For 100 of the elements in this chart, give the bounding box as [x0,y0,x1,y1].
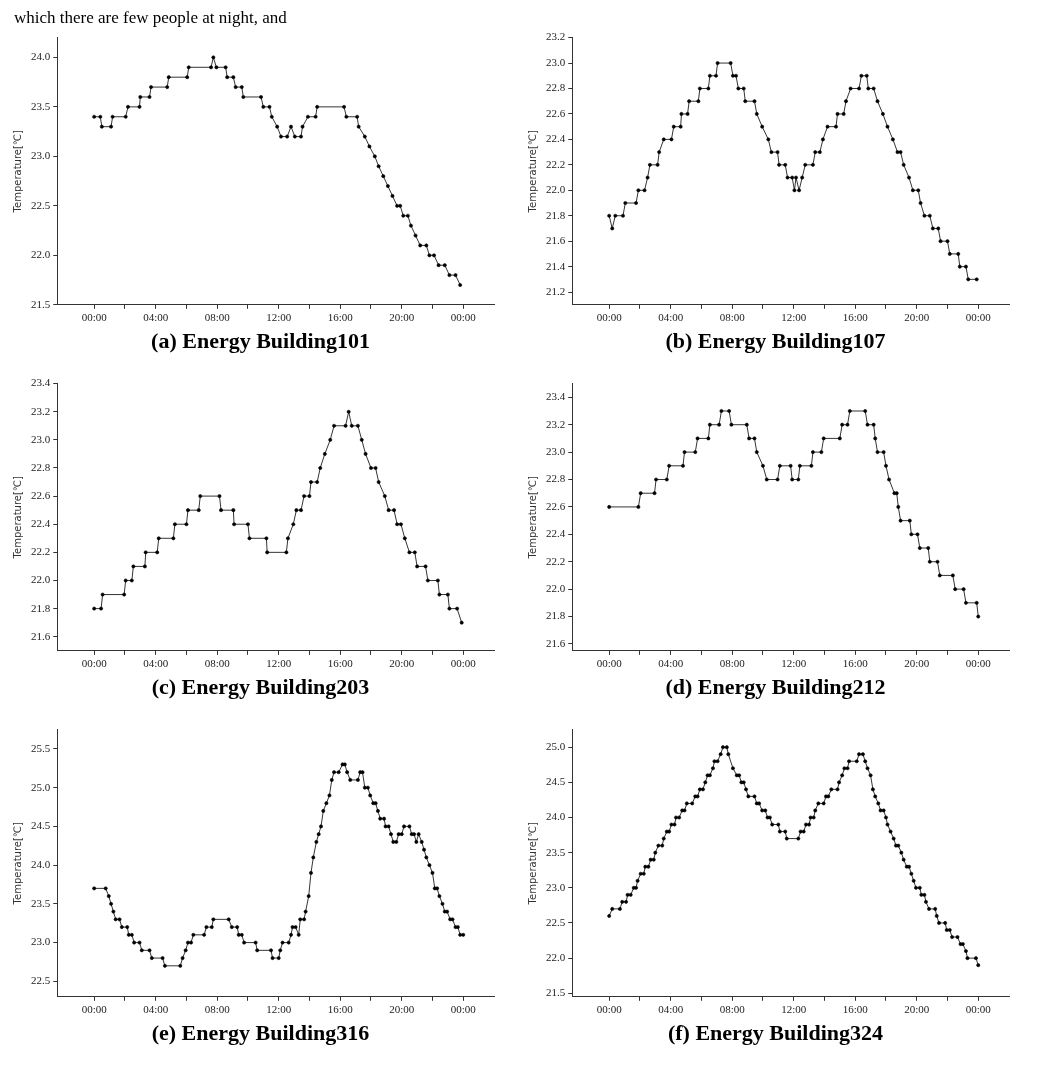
y-tick-label: 25.5 [31,741,51,754]
y-tick-label: 22.4 [31,517,51,530]
y-tick-label: 25.0 [31,780,51,793]
y-tick-label: 22.0 [546,183,566,196]
y-tick-label: 23.0 [546,880,566,893]
y-tick-label: 25.0 [546,740,566,753]
y-axis-title: Temperature[℃] [11,821,23,906]
x-tick-label: 08:00 [204,311,231,324]
x-tick-label: 00:00 [596,1003,623,1016]
y-tick-label: 21.8 [546,208,566,221]
x-tick-label: 08:00 [719,311,746,324]
y-tick-label: 24.0 [31,50,51,63]
y-tick-label: 21.6 [31,629,51,642]
y-tick-label: 21.8 [31,601,51,614]
x-tick-label: 16:00 [327,657,354,670]
text: (a) Energy Building101 [150,328,371,354]
x-tick-label: 00:00 [596,311,623,324]
x-tick-label: 00:00 [965,311,992,324]
y-tick-label: 23.5 [31,99,51,112]
y-tick-label: 21.4 [546,259,566,272]
y-axis-title: Temperature[℃] [11,475,23,560]
y-tick-label: 23.4 [546,390,566,403]
y-tick-label: 21.2 [546,284,566,297]
y-tick-label: 22.0 [546,951,566,964]
x-tick-label: 20:00 [904,657,930,670]
x-tick-label: 16:00 [327,1003,354,1016]
y-tick-label: 22.4 [546,527,566,540]
x-tick-label: 12:00 [266,311,292,324]
x-tick-label: 16:00 [327,311,354,324]
y-tick-label: 23.0 [546,55,566,68]
x-tick-label: 20:00 [904,1003,930,1016]
y-axis-title: Temperature[℃] [526,475,538,560]
x-tick-label: 20:00 [389,311,415,324]
y-axis-title: Temperature[℃] [11,129,23,214]
x-tick-label: 04:00 [143,1003,169,1016]
x-tick-label: 00:00 [965,1003,992,1016]
y-tick-label: 21.6 [546,636,566,649]
x-tick-label: 04:00 [143,657,169,670]
y-axis-title: Temperature[℃] [526,821,538,906]
y-tick-label: 21.6 [546,234,566,247]
x-tick-label: 04:00 [658,1003,684,1016]
y-tick-label: 22.2 [546,554,566,567]
text: (b) Energy Building107 [664,328,887,354]
x-tick-label: 00:00 [596,657,623,670]
y-tick-label: 24.0 [31,858,51,871]
y-tick-label: 21.5 [546,986,566,999]
y-tick-label: 22.5 [31,198,51,211]
x-tick-label: 08:00 [719,657,746,670]
y-tick-label: 21.5 [31,297,51,310]
x-tick-label: 04:00 [658,657,684,670]
x-tick-label: 16:00 [842,1003,869,1016]
x-tick-label: 20:00 [389,1003,415,1016]
y-tick-label: 23.5 [31,896,51,909]
x-tick-label: 12:00 [781,311,807,324]
y-tick-label: 21.8 [546,609,566,622]
text: (c) Energy Building203 [150,674,371,700]
x-tick-label: 12:00 [266,1003,292,1016]
x-tick-label: 12:00 [266,657,292,670]
x-tick-label: 16:00 [842,311,869,324]
x-tick-label: 00:00 [81,1003,108,1016]
x-tick-label: 08:00 [719,1003,746,1016]
y-tick-label: 22.0 [31,573,51,586]
y-tick-label: 22.8 [546,472,566,485]
y-tick-label: 23.0 [31,935,51,948]
x-tick-label: 20:00 [904,311,930,324]
y-tick-label: 22.8 [31,460,51,473]
y-tick-label: 23.2 [546,417,566,430]
y-axis-title: Temperature[℃] [526,129,538,214]
y-tick-label: 24.0 [546,810,566,823]
x-tick-label: 04:00 [143,311,169,324]
y-tick-label: 22.2 [546,157,566,170]
x-tick-label: 12:00 [781,657,807,670]
y-tick-label: 24.5 [31,819,51,832]
x-tick-label: 20:00 [389,657,415,670]
text: which there are few people at night, and [14,8,287,27]
y-tick-label: 22.5 [546,915,566,928]
x-tick-label: 08:00 [204,1003,231,1016]
x-tick-label: 16:00 [842,657,869,670]
x-tick-label: 00:00 [450,1003,477,1016]
x-tick-label: 12:00 [781,1003,807,1016]
y-tick-label: 23.2 [546,30,566,43]
y-tick-label: 22.8 [546,81,566,94]
x-tick-label: 00:00 [965,657,992,670]
x-tick-label: 00:00 [81,657,108,670]
y-tick-label: 23.0 [546,445,566,457]
x-tick-label: 08:00 [204,657,231,670]
x-tick-label: 00:00 [450,657,477,670]
text: (e) Energy Building316 [150,1020,371,1046]
y-tick-label: 23.5 [546,845,566,858]
y-tick-label: 22.6 [31,489,51,501]
y-tick-label: 24.5 [546,775,566,788]
y-tick-label: 23.4 [31,376,51,389]
y-tick-label: 23.0 [31,149,51,162]
y-tick-label: 22.6 [546,106,566,119]
x-tick-label: 00:00 [81,311,108,324]
y-tick-label: 23.2 [31,404,51,417]
y-tick-label: 22.2 [31,545,51,558]
text: (f) Energy Building324 [666,1020,885,1046]
y-tick-label: 22.5 [31,974,51,987]
y-tick-label: 22.4 [546,132,566,145]
